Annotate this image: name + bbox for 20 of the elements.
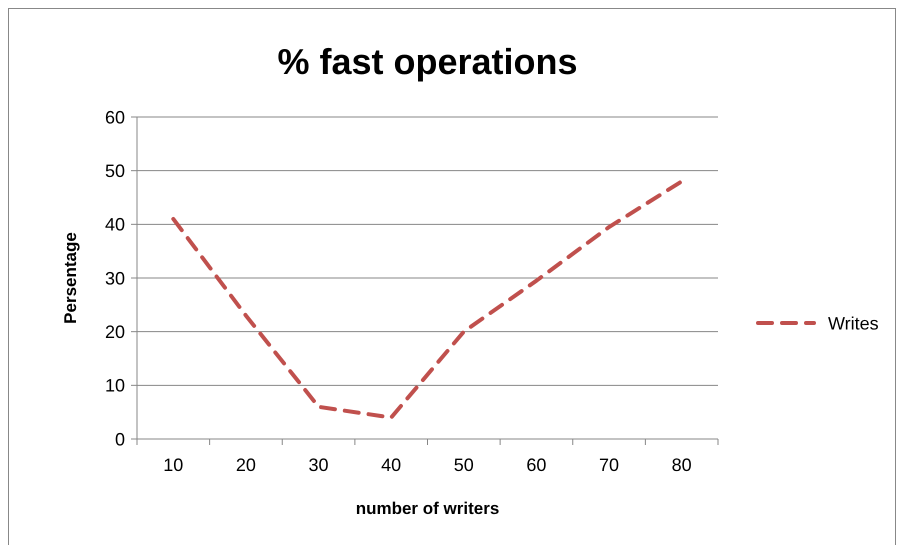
x-tick-label: 80 <box>672 455 692 475</box>
legend-label: Writes <box>828 313 879 334</box>
x-tick-label: 50 <box>454 455 474 475</box>
x-tick-label: 20 <box>236 455 256 475</box>
x-tick-label: 40 <box>381 455 402 475</box>
chart-title: % fast operations <box>277 41 578 82</box>
x-tick-label: 60 <box>526 455 546 475</box>
y-tick-label: 50 <box>104 160 125 181</box>
x-tick-label: 10 <box>163 455 184 475</box>
x-tick-label: 30 <box>308 455 329 475</box>
y-tick-label: 60 <box>104 107 125 128</box>
y-tick-label: 40 <box>104 214 125 235</box>
y-tick-label: 20 <box>104 322 125 342</box>
x-axis-title: number of writers <box>356 499 500 518</box>
y-axis-title: Persentage <box>61 232 80 324</box>
y-tick-label: 0 <box>114 429 125 450</box>
x-tick-label: 70 <box>599 455 620 475</box>
y-tick-label: 10 <box>104 376 125 396</box>
y-tick-label: 30 <box>104 268 125 288</box>
line-series <box>171 179 684 420</box>
